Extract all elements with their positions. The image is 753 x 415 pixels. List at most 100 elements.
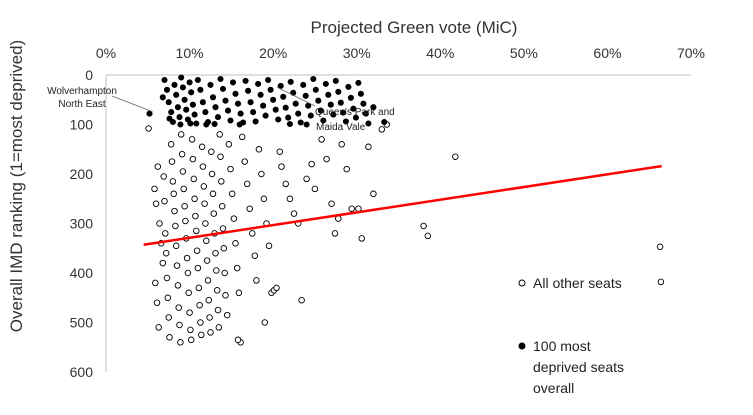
other-seat-point [286,195,294,203]
deprived-seat-point [174,104,181,111]
other-seat-point [246,205,253,212]
other-seat-point [282,180,289,188]
deprived-seat-point [332,77,339,84]
other-seat-point [228,190,236,198]
deprived-seat-point [209,94,217,101]
x-tick-label: 10% [176,45,204,61]
deprived-seat-point [292,100,299,107]
other-seat-point [348,205,355,212]
deprived-seat-point [222,97,229,104]
other-seat-point [657,278,665,286]
other-seat-point [201,200,208,207]
other-seat-point [656,243,664,251]
deprived-seat-point [181,96,188,103]
other-seat-point [200,183,208,190]
x-tick-label: 50% [510,45,538,61]
deprived-seat-point [286,120,293,128]
other-seat-point [260,195,268,203]
other-seat-point [328,200,335,207]
y-tick-label: 200 [70,166,94,182]
other-seat-point [215,324,223,331]
other-seat-point [172,242,180,250]
annotation-wolverhampton-line1: Wolverhampton [47,86,117,97]
deprived-seat-point [365,120,372,127]
x-tick-label: 40% [426,45,454,61]
deprived-seat-point [176,114,183,121]
deprived-seat-point [303,121,310,128]
other-seat-point [154,163,162,170]
other-seat-point [152,279,159,287]
deprived-seat-point [203,121,210,128]
other-seat-point [169,178,177,185]
y-tick-label: 100 [70,117,94,133]
deprived-seat-point [171,81,178,88]
other-seat-point [179,168,187,175]
deprived-seat-point [347,94,354,101]
deprived-seat-point [330,111,337,118]
other-seat-point [424,232,432,240]
other-seat-point [232,240,239,247]
other-seat-point [243,180,251,188]
other-seat-point [196,301,203,309]
other-seat-point [218,178,225,185]
other-seat-point [175,304,182,311]
deprived-seat-point [245,87,252,94]
other-seat-point [186,309,193,316]
other-seat-point [203,237,210,245]
legend-label-other: All other seats [533,275,622,291]
other-seat-point [189,155,197,163]
other-seat-point [163,274,171,282]
annotation-wolverhampton-line2: North East [58,99,105,110]
other-seat-point [308,160,315,168]
other-seat-point [208,148,215,155]
other-seat-point [172,222,179,230]
deprived-seat-point [275,116,282,123]
y-tick-label: 500 [70,315,94,331]
other-seat-point [214,306,222,314]
deprived-seat-point [272,106,279,113]
deprived-seat-point [357,90,364,97]
deprived-seat-point [191,111,198,118]
other-seat-point [210,210,218,217]
deprived-seat-point [199,99,206,106]
y-axis-ticks: 0 100 200 300 400 500 600 [70,67,94,380]
deprived-seat-point [320,117,327,124]
trend-line [143,164,662,247]
deprived-seat-point [312,86,319,93]
deprived-seat-point [335,88,342,95]
other-seat-point [420,222,427,230]
deprived-seat-point [163,86,171,93]
deprived-seat-point [229,79,237,86]
x-tick-label: 20% [259,45,287,61]
other-seat-point [209,190,217,198]
annotation-queens-park-line1: Queen's Park and [315,107,395,118]
other-seat-point [212,249,219,257]
deprived-seat-point [280,93,287,100]
other-seat-point [207,329,214,336]
other-seat-point [182,217,189,225]
deprived-seat-point [342,118,349,125]
deprived-seat-point [186,79,193,86]
deprived-seat-point [381,118,388,126]
other-seat-point [227,165,234,173]
deprived-seat-point [337,99,344,106]
other-seat-point [238,133,246,141]
other-seat-point [177,131,185,138]
deprived-seat-point [315,97,322,104]
deprived-seat-point [307,112,314,119]
deprived-seat-point [159,94,166,101]
other-seat-point [205,296,213,304]
deprived-seat-point [146,110,153,117]
deprived-seat-point [300,81,307,88]
other-seat-point [290,210,298,217]
other-seat-point [183,254,191,262]
other-seat-point [159,259,167,267]
deprived-seat-point [187,120,194,127]
other-seat-point [278,163,285,170]
deprived-seat-point [202,109,209,116]
other-seat-point [331,230,339,237]
deprived-seat-point [194,76,201,84]
deprived-seat-point [325,91,332,98]
other-seat-point [230,215,238,222]
deprived-seat-point [260,102,267,109]
